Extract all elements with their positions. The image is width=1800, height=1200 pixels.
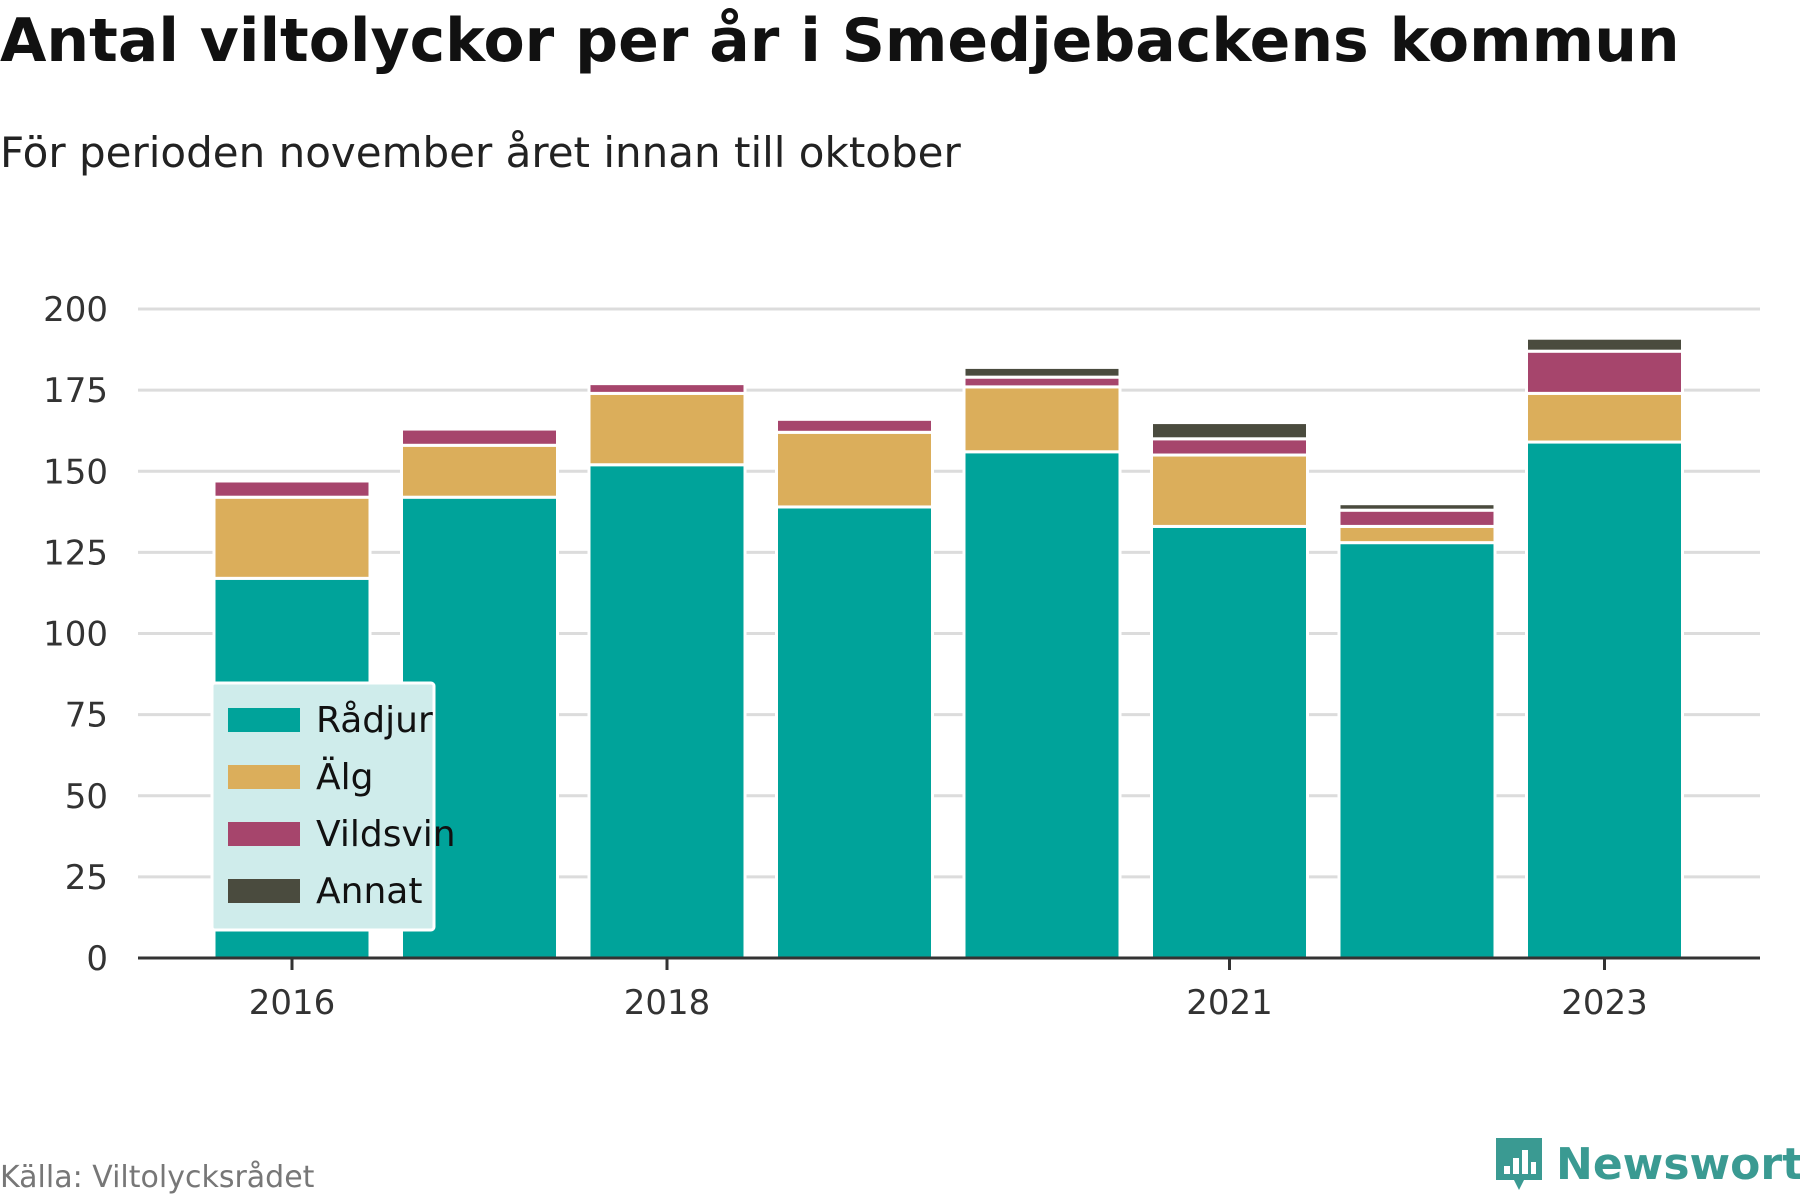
bar-segment[interactable] (212, 495, 372, 580)
y-tick-label: 75 (65, 696, 108, 736)
x-tick-label: 2018 (624, 983, 711, 1023)
brand-name: Newsworthy (1556, 1138, 1800, 1190)
x-axis-ticks: 2016 2018 2021 2023 (249, 958, 1648, 1023)
x-tick-label: 2023 (1561, 983, 1648, 1023)
y-tick-label: 100 (43, 615, 108, 655)
y-tick-label: 200 (43, 290, 108, 330)
bar-segment[interactable] (212, 479, 372, 499)
source-note: Källa: Viltolycksrådet (0, 1160, 315, 1195)
bar-chart-logo-icon (1496, 1138, 1542, 1190)
legend-swatch (228, 708, 300, 732)
bar-segment[interactable] (775, 505, 934, 960)
bar-segment[interactable] (1337, 524, 1497, 545)
bar-segment[interactable] (1525, 336, 1684, 353)
y-tick-label: 125 (43, 533, 108, 573)
y-tick-label: 50 (65, 777, 108, 817)
legend-label[interactable]: Älg (316, 756, 373, 798)
legend-label[interactable]: Annat (316, 871, 422, 912)
legend-label[interactable]: Vildsvin (316, 814, 456, 855)
bar-segment[interactable] (1150, 437, 1309, 457)
bar-segment[interactable] (400, 427, 559, 447)
newsworthy-logo[interactable]: Newsworthy (1494, 1136, 1800, 1192)
bar-segment[interactable] (1150, 453, 1309, 528)
bar-segment[interactable] (587, 463, 747, 960)
bar-segment[interactable] (1150, 421, 1309, 441)
legend-swatch (228, 879, 300, 903)
legend: Rådjur Älg Vildsvin Annat (210, 681, 456, 932)
bar-segment[interactable] (587, 391, 747, 467)
y-tick-label: 150 (43, 452, 108, 492)
bar-segment[interactable] (1525, 440, 1684, 960)
y-tick-label: 0 (86, 939, 108, 979)
bar-segment[interactable] (775, 417, 934, 434)
bar-segment[interactable] (962, 365, 1122, 379)
legend-swatch (228, 822, 300, 846)
legend-swatch (228, 765, 300, 789)
bar-segment[interactable] (1525, 391, 1684, 444)
y-axis-ticks: 0 25 50 75 100 125 150 175 200 (43, 290, 108, 979)
x-tick-label: 2016 (249, 983, 336, 1023)
bar-segment[interactable] (400, 443, 559, 499)
chart-subtitle: För perioden november året innan till ok… (0, 128, 961, 177)
bar-segment[interactable] (1150, 524, 1309, 960)
bar-segment[interactable] (1337, 541, 1497, 960)
legend-background (210, 681, 436, 932)
bar-segment[interactable] (1337, 508, 1497, 528)
y-tick-label: 25 (65, 858, 108, 898)
y-tick-label: 175 (43, 371, 108, 411)
chart-title: Antal viltolyckor per år i Smedjebackens… (0, 6, 1680, 76)
bar-segment[interactable] (962, 450, 1122, 960)
bar-segment[interactable] (587, 382, 747, 395)
legend-label[interactable]: Rådjur (316, 700, 433, 741)
x-tick-label: 2021 (1186, 983, 1273, 1023)
bar-segment[interactable] (775, 430, 934, 509)
bar-segment[interactable] (1525, 349, 1684, 395)
bar-segment[interactable] (962, 385, 1122, 454)
bar-segment[interactable] (1337, 502, 1497, 512)
